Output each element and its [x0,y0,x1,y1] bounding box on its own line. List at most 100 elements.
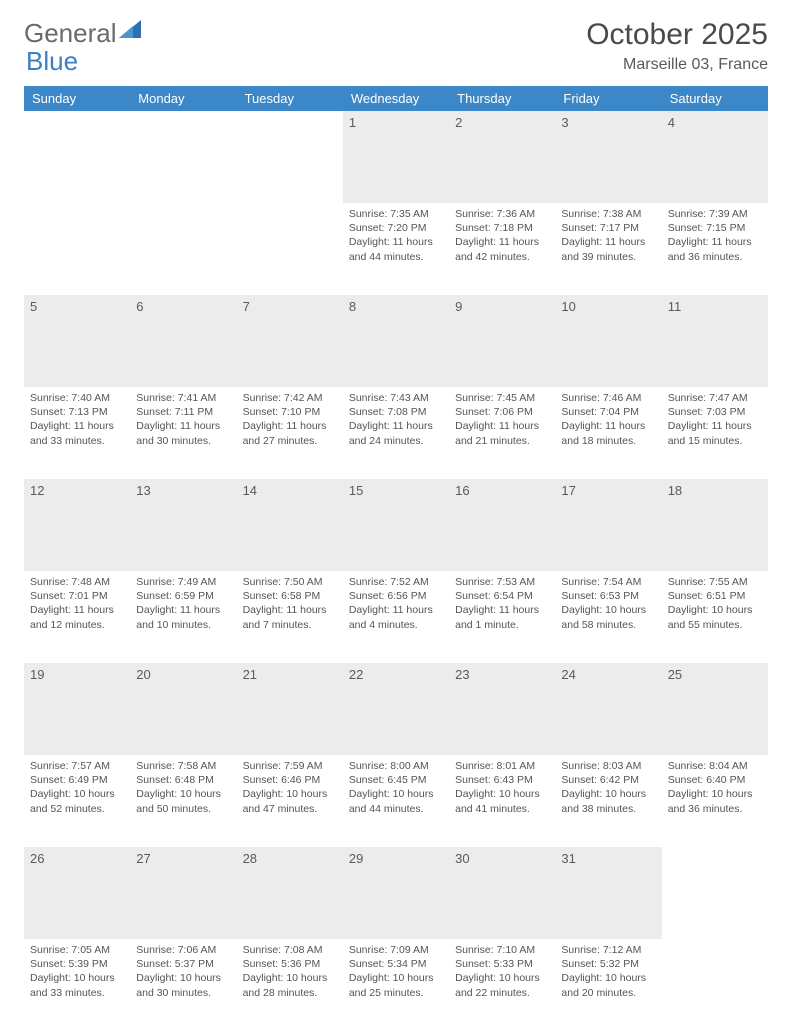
day-info: Sunrise: 7:49 AMSunset: 6:59 PMDaylight:… [136,575,230,632]
day-number: 29 [343,847,449,939]
day-number-row: 12131415161718 [24,479,768,571]
day-number [662,847,768,939]
day-number: 28 [237,847,343,939]
day-content-row: Sunrise: 7:48 AMSunset: 7:01 PMDaylight:… [24,571,768,663]
day-number: 16 [449,479,555,571]
day-number: 24 [555,663,661,755]
location: Marseille 03, France [586,56,768,74]
weekday-header: Friday [555,86,661,111]
day-number-row: 262728293031 [24,847,768,939]
day-info: Sunrise: 7:40 AMSunset: 7:13 PMDaylight:… [30,391,124,448]
day-info: Sunrise: 7:12 AMSunset: 5:32 PMDaylight:… [561,943,655,1000]
day-info: Sunrise: 7:08 AMSunset: 5:36 PMDaylight:… [243,943,337,1000]
day-cell: Sunrise: 7:40 AMSunset: 7:13 PMDaylight:… [24,387,130,479]
day-number: 30 [449,847,555,939]
logo-blue: Blue [26,46,78,77]
day-number: 25 [662,663,768,755]
day-number: 21 [237,663,343,755]
day-number: 4 [662,111,768,203]
day-number: 14 [237,479,343,571]
day-info: Sunrise: 8:03 AMSunset: 6:42 PMDaylight:… [561,759,655,816]
day-cell: Sunrise: 7:12 AMSunset: 5:32 PMDaylight:… [555,939,661,1031]
day-cell: Sunrise: 8:00 AMSunset: 6:45 PMDaylight:… [343,755,449,847]
day-info: Sunrise: 7:10 AMSunset: 5:33 PMDaylight:… [455,943,549,1000]
day-info: Sunrise: 7:52 AMSunset: 6:56 PMDaylight:… [349,575,443,632]
day-info: Sunrise: 7:46 AMSunset: 7:04 PMDaylight:… [561,391,655,448]
day-number: 13 [130,479,236,571]
weekday-header: Monday [130,86,236,111]
day-number: 10 [555,295,661,387]
day-cell: Sunrise: 7:54 AMSunset: 6:53 PMDaylight:… [555,571,661,663]
day-number: 31 [555,847,661,939]
day-info: Sunrise: 8:00 AMSunset: 6:45 PMDaylight:… [349,759,443,816]
day-info: Sunrise: 7:48 AMSunset: 7:01 PMDaylight:… [30,575,124,632]
day-cell: Sunrise: 7:39 AMSunset: 7:15 PMDaylight:… [662,203,768,295]
logo: General [24,18,141,49]
day-number: 9 [449,295,555,387]
day-cell: Sunrise: 7:52 AMSunset: 6:56 PMDaylight:… [343,571,449,663]
day-cell: Sunrise: 7:36 AMSunset: 7:18 PMDaylight:… [449,203,555,295]
day-info: Sunrise: 7:05 AMSunset: 5:39 PMDaylight:… [30,943,124,1000]
day-info: Sunrise: 7:59 AMSunset: 6:46 PMDaylight:… [243,759,337,816]
day-cell: Sunrise: 8:03 AMSunset: 6:42 PMDaylight:… [555,755,661,847]
day-info: Sunrise: 7:41 AMSunset: 7:11 PMDaylight:… [136,391,230,448]
day-info: Sunrise: 8:04 AMSunset: 6:40 PMDaylight:… [668,759,762,816]
weekday-header: Sunday [24,86,130,111]
day-number: 18 [662,479,768,571]
day-cell: Sunrise: 7:50 AMSunset: 6:58 PMDaylight:… [237,571,343,663]
day-number-row: 567891011 [24,295,768,387]
day-info: Sunrise: 7:47 AMSunset: 7:03 PMDaylight:… [668,391,762,448]
month-title: October 2025 [586,18,768,52]
day-cell: Sunrise: 7:42 AMSunset: 7:10 PMDaylight:… [237,387,343,479]
day-cell: Sunrise: 7:43 AMSunset: 7:08 PMDaylight:… [343,387,449,479]
logo-gray: General [24,18,117,49]
day-cell: Sunrise: 7:57 AMSunset: 6:49 PMDaylight:… [24,755,130,847]
day-cell: Sunrise: 7:38 AMSunset: 7:17 PMDaylight:… [555,203,661,295]
day-info: Sunrise: 7:38 AMSunset: 7:17 PMDaylight:… [561,207,655,264]
day-cell [130,203,236,295]
day-info: Sunrise: 7:36 AMSunset: 7:18 PMDaylight:… [455,207,549,264]
day-info: Sunrise: 7:55 AMSunset: 6:51 PMDaylight:… [668,575,762,632]
weekday-header: Wednesday [343,86,449,111]
calendar-header-row: SundayMondayTuesdayWednesdayThursdayFrid… [24,86,768,111]
weekday-header: Tuesday [237,86,343,111]
day-info: Sunrise: 7:45 AMSunset: 7:06 PMDaylight:… [455,391,549,448]
day-cell: Sunrise: 7:06 AMSunset: 5:37 PMDaylight:… [130,939,236,1031]
day-number: 15 [343,479,449,571]
logo-triangle-icon [119,20,141,38]
day-info: Sunrise: 7:50 AMSunset: 6:58 PMDaylight:… [243,575,337,632]
day-info: Sunrise: 8:01 AMSunset: 6:43 PMDaylight:… [455,759,549,816]
day-cell: Sunrise: 7:10 AMSunset: 5:33 PMDaylight:… [449,939,555,1031]
weekday-header: Saturday [662,86,768,111]
day-number: 5 [24,295,130,387]
day-number: 23 [449,663,555,755]
day-number: 19 [24,663,130,755]
day-number: 7 [237,295,343,387]
day-info: Sunrise: 7:43 AMSunset: 7:08 PMDaylight:… [349,391,443,448]
day-info: Sunrise: 7:57 AMSunset: 6:49 PMDaylight:… [30,759,124,816]
day-number: 17 [555,479,661,571]
day-cell: Sunrise: 7:53 AMSunset: 6:54 PMDaylight:… [449,571,555,663]
day-number-row: 1234 [24,111,768,203]
day-number: 12 [24,479,130,571]
day-cell: Sunrise: 8:01 AMSunset: 6:43 PMDaylight:… [449,755,555,847]
day-number: 27 [130,847,236,939]
day-number: 2 [449,111,555,203]
day-cell: Sunrise: 7:41 AMSunset: 7:11 PMDaylight:… [130,387,236,479]
day-info: Sunrise: 7:09 AMSunset: 5:34 PMDaylight:… [349,943,443,1000]
day-cell [237,203,343,295]
header: General October 2025 Marseille 03, Franc… [24,18,768,74]
day-cell: Sunrise: 7:49 AMSunset: 6:59 PMDaylight:… [130,571,236,663]
day-info: Sunrise: 7:42 AMSunset: 7:10 PMDaylight:… [243,391,337,448]
calendar-table: SundayMondayTuesdayWednesdayThursdayFrid… [24,86,768,1031]
day-cell: Sunrise: 7:35 AMSunset: 7:20 PMDaylight:… [343,203,449,295]
day-cell: Sunrise: 7:08 AMSunset: 5:36 PMDaylight:… [237,939,343,1031]
day-content-row: Sunrise: 7:05 AMSunset: 5:39 PMDaylight:… [24,939,768,1031]
day-cell [24,203,130,295]
day-cell: Sunrise: 8:04 AMSunset: 6:40 PMDaylight:… [662,755,768,847]
day-info: Sunrise: 7:53 AMSunset: 6:54 PMDaylight:… [455,575,549,632]
day-cell: Sunrise: 7:47 AMSunset: 7:03 PMDaylight:… [662,387,768,479]
day-info: Sunrise: 7:54 AMSunset: 6:53 PMDaylight:… [561,575,655,632]
day-number [24,111,130,203]
day-cell [662,939,768,1031]
